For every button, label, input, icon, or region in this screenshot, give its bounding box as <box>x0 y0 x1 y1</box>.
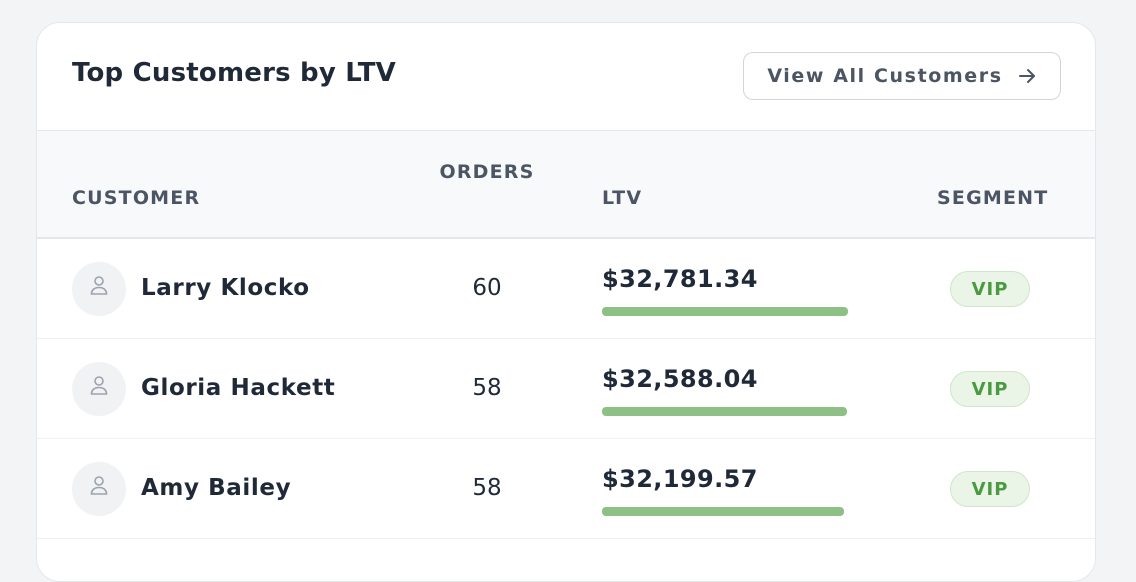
orders-count: 58 <box>472 475 502 501</box>
ltv-value: $32,588.04 <box>602 365 758 393</box>
view-all-customers-label: View All Customers <box>767 65 1003 87</box>
ltv-value: $32,781.34 <box>602 265 758 293</box>
orders-count: 58 <box>472 375 502 401</box>
customer-name[interactable]: Gloria Hackett <box>141 375 336 401</box>
table-header: CUSTOMER ORDERS LTV SEGMENT <box>37 131 1095 239</box>
segment-badge: VIP <box>950 271 1030 307</box>
top-customers-card: Top Customers by LTV View All Customers … <box>36 22 1096 582</box>
table-row[interactable]: Amy Bailey 58 $32,199.57 VIP <box>37 439 1095 539</box>
segment-badge: VIP <box>950 371 1030 407</box>
avatar <box>72 262 126 316</box>
column-header-ltv[interactable]: LTV <box>602 187 643 209</box>
customer-name[interactable]: Larry Klocko <box>141 275 310 301</box>
column-header-customer[interactable]: CUSTOMER <box>72 187 201 209</box>
table-row[interactable]: Gloria Hackett 58 $32,588.04 VIP <box>37 339 1095 439</box>
card-title: Top Customers by LTV <box>72 58 396 88</box>
user-icon <box>90 276 108 295</box>
customer-name[interactable]: Amy Bailey <box>141 475 292 501</box>
user-icon <box>90 376 108 395</box>
ltv-value: $32,199.57 <box>602 465 758 493</box>
column-header-segment[interactable]: SEGMENT <box>937 187 1049 209</box>
column-header-orders[interactable]: ORDERS <box>439 161 535 183</box>
ltv-bar <box>602 507 844 516</box>
table-row[interactable]: Larry Klocko 60 $32,781.34 VIP <box>37 239 1095 339</box>
table-body: Larry Klocko 60 $32,781.34 VIP Gloria Ha… <box>37 239 1095 539</box>
avatar <box>72 462 126 516</box>
user-icon <box>90 476 108 495</box>
orders-count: 60 <box>472 275 502 301</box>
avatar <box>72 362 126 416</box>
view-all-customers-button[interactable]: View All Customers <box>743 52 1061 100</box>
ltv-bar <box>602 307 848 316</box>
ltv-bar <box>602 407 847 416</box>
segment-badge: VIP <box>950 471 1030 507</box>
card-header: Top Customers by LTV View All Customers <box>37 23 1095 131</box>
arrow-right-icon <box>1017 66 1037 86</box>
